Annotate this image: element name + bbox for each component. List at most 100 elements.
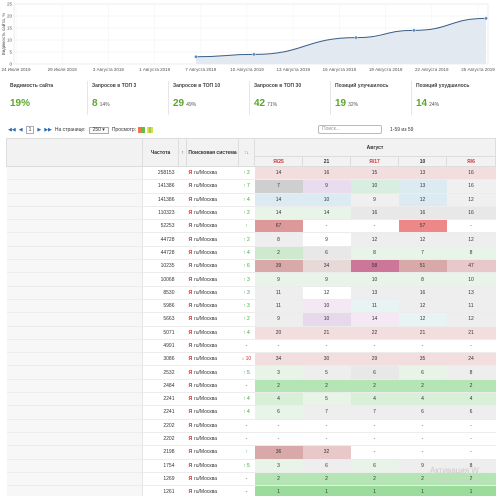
position-cell[interactable]: 2 (398, 379, 447, 394)
day-header[interactable]: Я/17 (350, 156, 399, 167)
position-cell[interactable]: 12 (350, 232, 399, 247)
position-cell[interactable]: - (254, 419, 303, 433)
position-cell[interactable]: - (446, 445, 496, 460)
keyword-cell[interactable] (6, 339, 143, 354)
position-cell[interactable]: 12 (446, 193, 496, 207)
position-cell[interactable]: 4 (350, 392, 399, 407)
position-cell[interactable]: 16 (350, 206, 399, 221)
engine-header[interactable]: Поисковая система (186, 138, 239, 167)
position-cell[interactable]: 11 (350, 299, 399, 314)
position-cell[interactable]: 6 (398, 405, 447, 420)
position-cell[interactable]: - (446, 339, 496, 354)
position-cell[interactable]: - (302, 339, 351, 354)
position-cell[interactable]: 5 (302, 392, 351, 407)
freq-header[interactable]: Частота (142, 138, 179, 167)
position-cell[interactable]: 1 (302, 485, 351, 496)
keyword-cell[interactable] (6, 472, 143, 487)
position-cell[interactable]: 9 (254, 272, 303, 287)
position-cell[interactable]: - (350, 219, 399, 234)
keyword-cell[interactable] (6, 432, 143, 447)
position-cell[interactable]: 67 (254, 219, 303, 234)
position-cell[interactable]: 13 (350, 286, 399, 300)
position-cell[interactable]: 12 (398, 193, 447, 207)
position-cell[interactable]: 14 (350, 312, 399, 327)
position-cell[interactable]: - (398, 432, 447, 447)
position-cell[interactable]: 4 (398, 392, 447, 407)
position-cell[interactable]: 51 (398, 259, 447, 274)
position-cell[interactable]: 13 (398, 166, 447, 181)
position-cell[interactable]: 9 (302, 179, 351, 194)
keyword-cell[interactable] (6, 232, 143, 247)
position-cell[interactable]: 2 (446, 379, 496, 394)
position-cell[interactable]: 10 (302, 299, 351, 314)
position-cell[interactable]: 29 (350, 352, 399, 367)
position-cell[interactable]: 24 (446, 352, 496, 367)
position-cell[interactable]: 8 (446, 459, 496, 473)
position-cell[interactable]: - (302, 219, 351, 234)
keyword-cell[interactable] (6, 352, 143, 367)
position-cell[interactable]: 9 (302, 232, 351, 247)
position-cell[interactable]: 30 (302, 352, 351, 367)
position-cell[interactable]: 4 (446, 392, 496, 407)
position-cell[interactable]: 2 (446, 472, 496, 487)
position-cell[interactable]: 34 (302, 259, 351, 274)
position-cell[interactable]: 9 (350, 193, 399, 207)
day-header[interactable]: 10 (398, 156, 447, 167)
position-cell[interactable]: 34 (254, 352, 303, 367)
position-cell[interactable]: 21 (398, 326, 447, 340)
position-cell[interactable]: 3 (254, 459, 303, 473)
position-cell[interactable]: 2 (302, 379, 351, 394)
position-cell[interactable]: 10 (350, 179, 399, 194)
position-cell[interactable]: 39 (254, 259, 303, 274)
position-cell[interactable]: - (446, 419, 496, 433)
position-cell[interactable]: 10 (350, 272, 399, 287)
position-cell[interactable]: 14 (302, 206, 351, 221)
keyword-cell[interactable] (6, 326, 143, 340)
position-cell[interactable]: - (254, 339, 303, 354)
keyword-cell[interactable] (6, 179, 143, 194)
position-cell[interactable]: 6 (350, 365, 399, 380)
position-cell[interactable]: 6 (254, 405, 303, 420)
position-cell[interactable]: 7 (398, 246, 447, 261)
keyword-cell[interactable] (6, 206, 143, 221)
position-cell[interactable]: 8 (446, 365, 496, 380)
position-cell[interactable]: 13 (446, 286, 496, 300)
position-cell[interactable]: 14 (254, 206, 303, 221)
keyword-cell[interactable] (6, 312, 143, 327)
keyword-cell[interactable] (6, 259, 143, 274)
day-header[interactable]: Я/25 (254, 156, 303, 167)
position-cell[interactable]: - (350, 419, 399, 433)
change-header[interactable]: ↑↓ (238, 138, 255, 167)
position-cell[interactable]: - (398, 419, 447, 433)
sort-icon[interactable]: ↑ (178, 138, 187, 167)
position-cell[interactable]: - (254, 432, 303, 447)
position-cell[interactable]: 3 (254, 365, 303, 380)
first-page-icon[interactable]: ◀◀ (8, 127, 16, 133)
position-cell[interactable]: 1 (446, 485, 496, 496)
position-cell[interactable]: 12 (398, 312, 447, 327)
position-cell[interactable]: 8 (350, 246, 399, 261)
position-cell[interactable]: 21 (302, 326, 351, 340)
position-cell[interactable]: 22 (350, 326, 399, 340)
position-cell[interactable]: 12 (398, 232, 447, 247)
position-cell[interactable]: 14 (254, 166, 303, 181)
position-cell[interactable]: 35 (398, 352, 447, 367)
position-cell[interactable]: 16 (302, 166, 351, 181)
position-cell[interactable]: 13 (398, 179, 447, 194)
position-cell[interactable]: - (302, 432, 351, 447)
keyword-cell[interactable] (6, 392, 143, 407)
last-page-icon[interactable]: ▶▶ (44, 127, 52, 133)
position-cell[interactable]: 2 (254, 472, 303, 487)
position-cell[interactable]: 1 (398, 485, 447, 496)
